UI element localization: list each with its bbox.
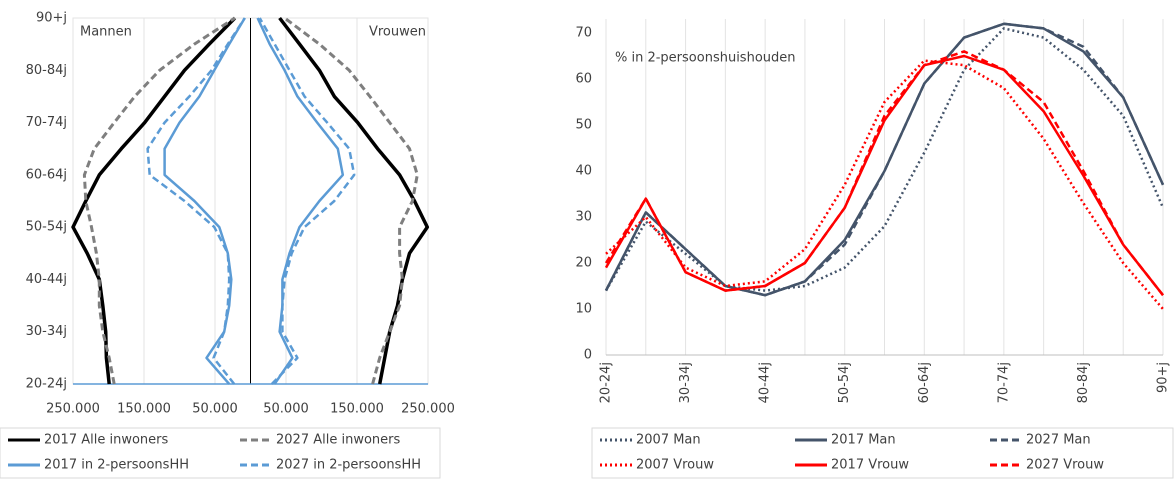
series-line [146, 17, 246, 385]
series-line [256, 17, 345, 385]
legend-label: 2027 Vrouw [1026, 458, 1104, 473]
series-line [605, 59, 1164, 310]
series-line [71, 16, 237, 385]
y-tick-label: 60 [575, 72, 592, 87]
y-tick-label: 80-84j [26, 63, 67, 78]
y-tick-label: 70 [575, 26, 592, 41]
x-tick-label: 150.000 [330, 402, 384, 417]
legend-label: 2017 Alle inwoners [44, 433, 168, 448]
legend-box [591, 427, 1174, 479]
y-tick-label: 20 [575, 256, 592, 271]
series-line [82, 16, 236, 385]
x-tick-label: 30-34j [678, 362, 693, 403]
x-tick-label: 250.000 [401, 402, 455, 417]
x-tick-label: 80-84j [1076, 362, 1091, 403]
legend-box [0, 427, 441, 479]
y-tick-label: 90+j [36, 11, 67, 26]
y-tick-label: 40-44j [26, 272, 67, 287]
x-tick-label: 50.000 [263, 402, 309, 417]
x-tick-label: 150.000 [117, 402, 171, 417]
series-line [604, 54, 1164, 296]
annotation: % in 2-persoonshuishouden [615, 51, 796, 66]
x-tick-label: 40-44j [758, 362, 773, 403]
side-label: Vrouwen [369, 25, 426, 40]
legend-label: 2017 Man [831, 433, 896, 448]
legend-label: 2007 Vrouw [636, 458, 714, 473]
legend-label: 2027 Alle inwoners [276, 433, 400, 448]
series-line [283, 16, 419, 385]
x-tick-label: 20-24j [599, 362, 614, 403]
y-tick-label: 40 [575, 164, 592, 179]
series-line [163, 17, 246, 385]
y-tick-label: 70-74j [26, 115, 67, 130]
series-line [604, 50, 1164, 296]
legend-label: 2027 in 2-persoonsHH [276, 458, 421, 473]
x-tick-label: 60-64j [917, 362, 932, 403]
y-tick-label: 50 [575, 118, 592, 133]
x-tick-label: 90+j [1156, 362, 1171, 393]
x-tick-label: 250.000 [46, 402, 100, 417]
series-line [258, 17, 356, 385]
legend-label: 2007 Man [636, 433, 701, 448]
series-line [604, 22, 1165, 297]
y-tick-label: 50-54j [26, 220, 67, 235]
series-line [278, 16, 430, 385]
y-tick-label: 20-24j [26, 377, 67, 392]
y-tick-label: 10 [575, 302, 592, 317]
legend-label: 2017 Vrouw [831, 458, 909, 473]
y-tick-label: 0 [584, 348, 592, 363]
y-tick-label: 30 [575, 210, 592, 225]
y-tick-label: 30-34j [26, 324, 67, 339]
x-tick-label: 50.000 [192, 402, 238, 417]
y-tick-label: 60-64j [26, 167, 67, 182]
legend-label: 2017 in 2-persoonsHH [44, 458, 189, 473]
x-tick-label: 70-74j [996, 362, 1011, 403]
legend-label: 2027 Man [1026, 433, 1091, 448]
series-line [604, 27, 1165, 292]
x-tick-label: 50-54j [837, 362, 852, 403]
side-label: Mannen [80, 25, 132, 40]
